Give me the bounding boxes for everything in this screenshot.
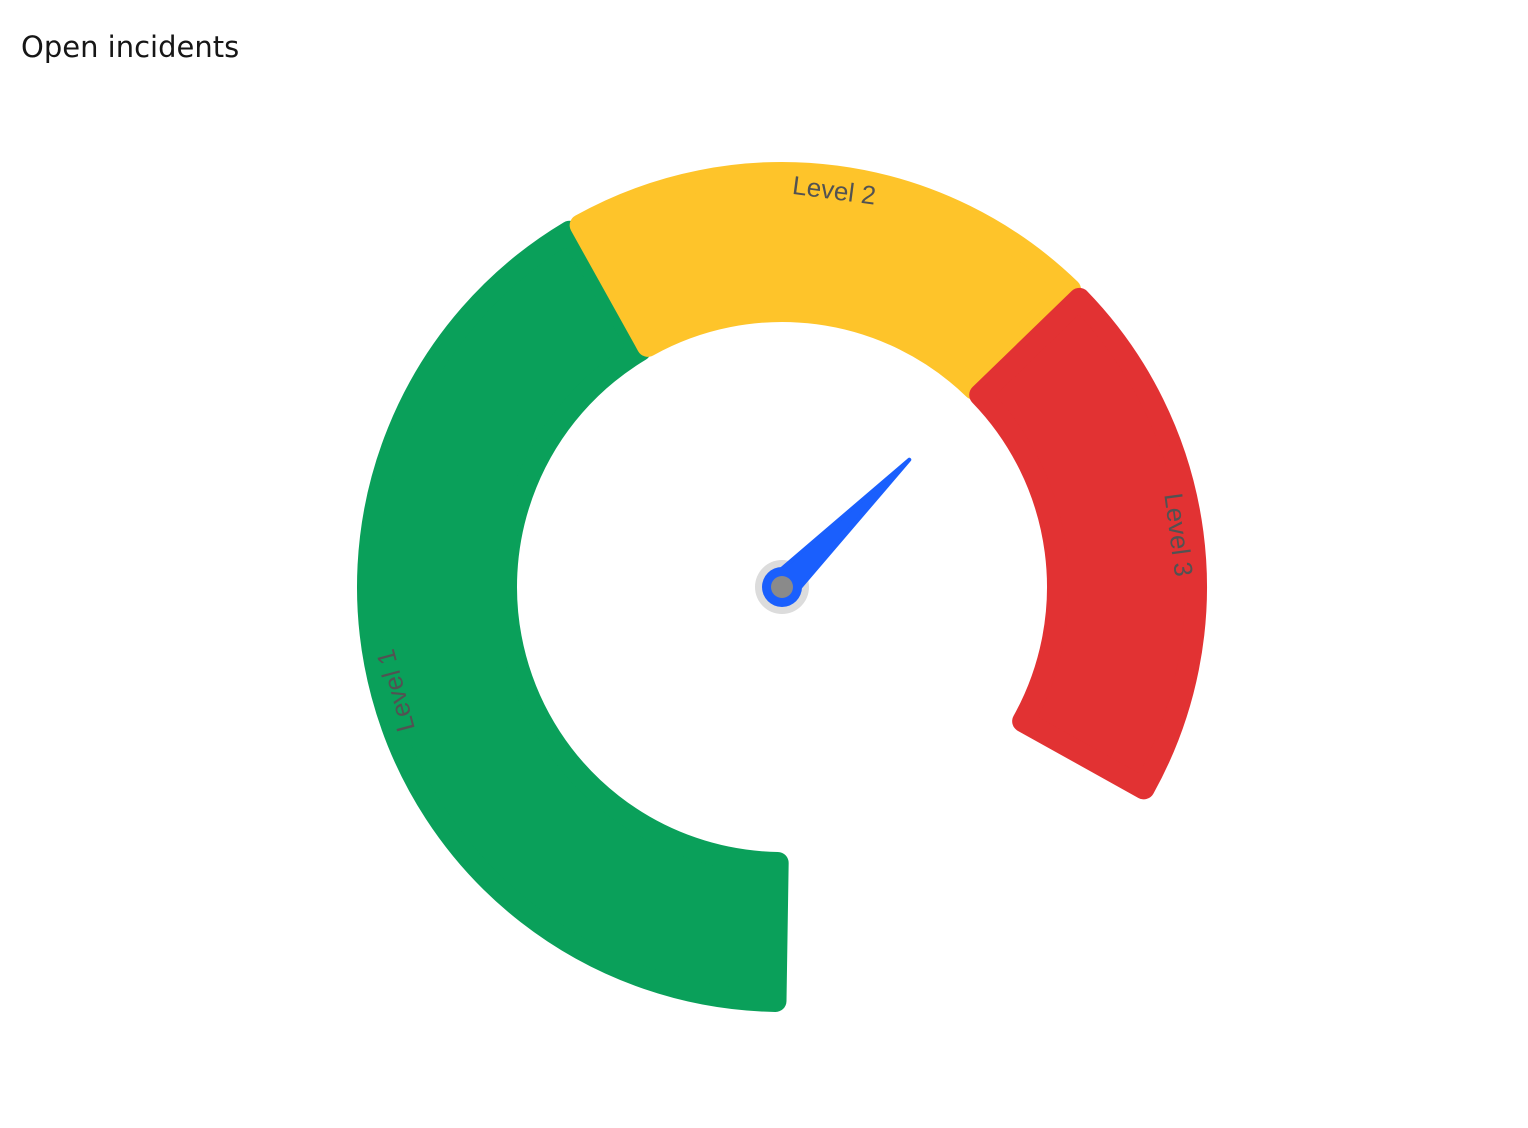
gauge-bands — [357, 162, 1207, 1012]
gauge-needle-group — [755, 457, 912, 614]
needle-hub-center — [771, 576, 793, 598]
gauge-band-level-1 — [357, 220, 789, 1012]
chart-title: Open incidents — [21, 30, 240, 64]
gauge-band-level-2 — [569, 162, 1082, 400]
gauge-band-level-3 — [969, 287, 1207, 800]
